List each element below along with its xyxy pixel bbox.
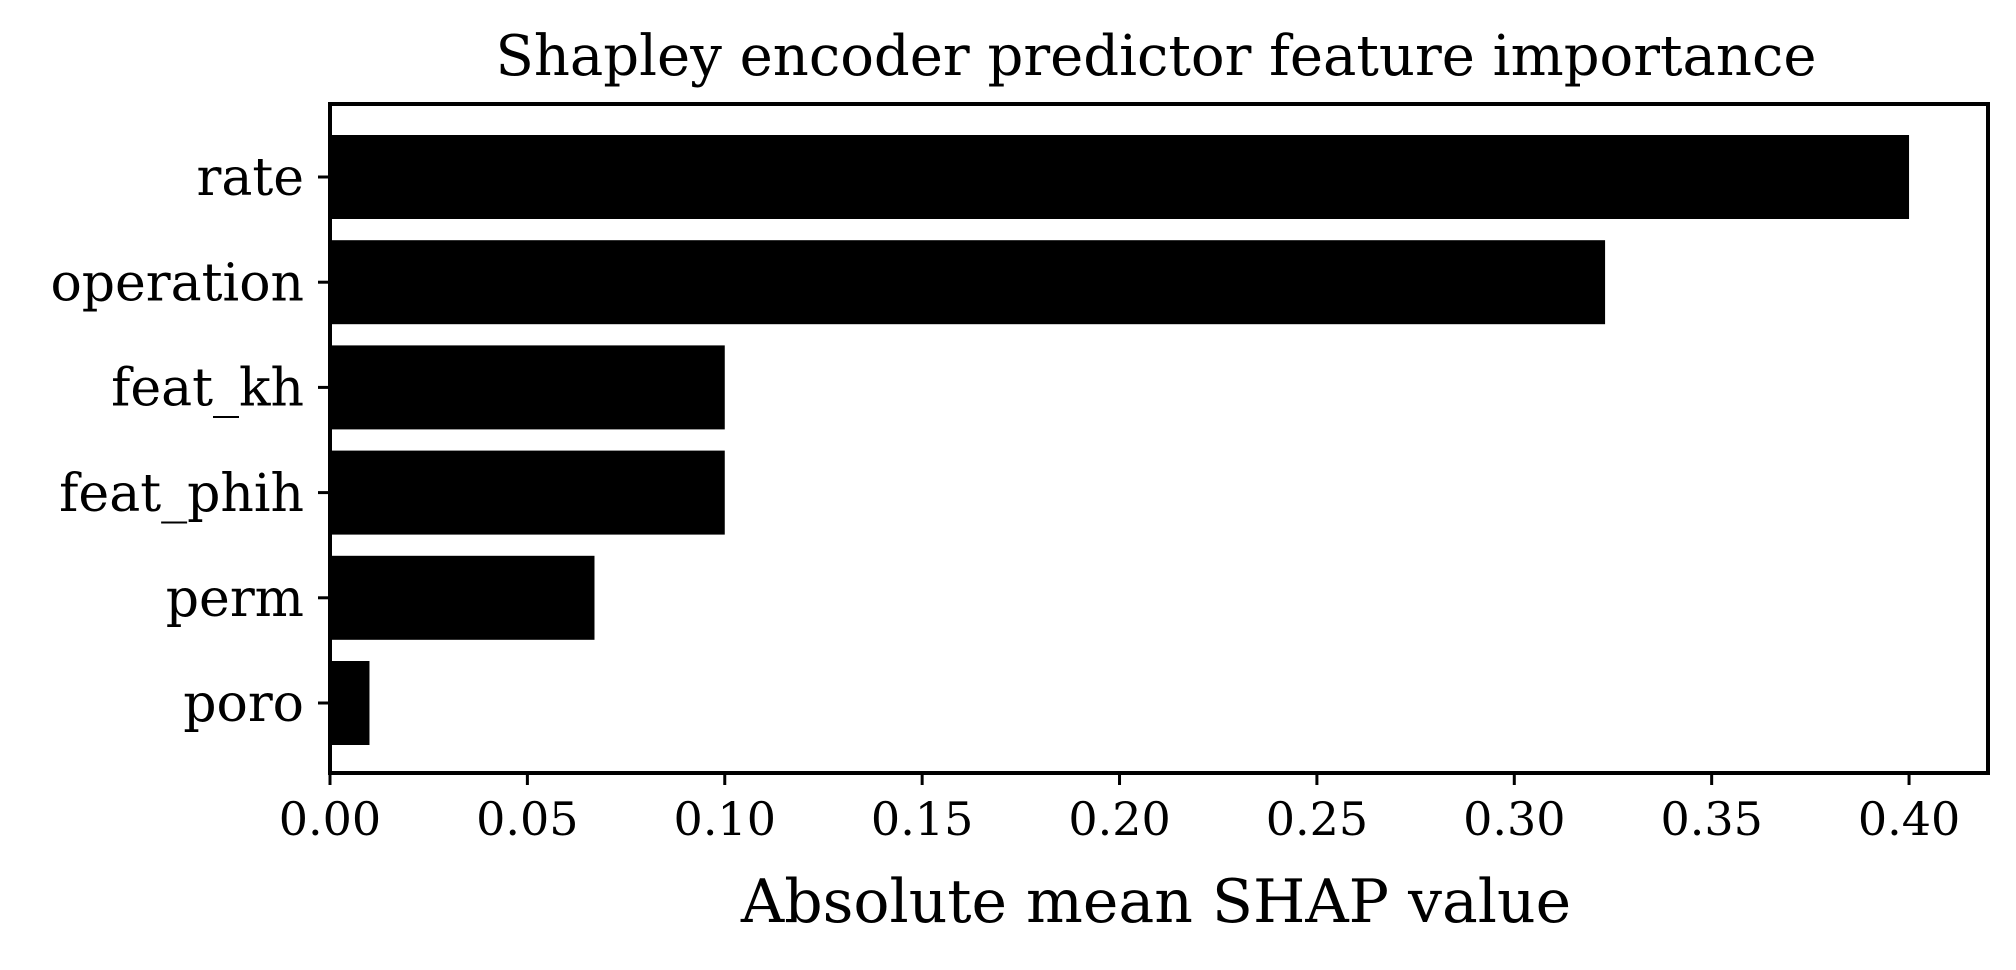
- x-axis-label: Absolute mean SHAP value: [740, 867, 1571, 937]
- x-tick-label: 0.30: [1463, 792, 1565, 846]
- plot-frame: [328, 102, 1990, 775]
- y-tick-label: feat_kh: [111, 359, 304, 419]
- y-tick-label: perm: [166, 569, 304, 629]
- y-tick-label: feat_phih: [59, 464, 304, 524]
- bar-feat-phih: [330, 450, 725, 535]
- y-tick-label: poro: [183, 674, 304, 734]
- bars-layer: [330, 135, 1910, 745]
- x-tick-label: 0.10: [674, 792, 776, 846]
- y-tick-label: rate: [196, 148, 304, 208]
- bar-rate: [330, 135, 1910, 219]
- bar-feat-kh: [330, 345, 725, 430]
- x-tick-label: 0.15: [871, 792, 973, 846]
- bar-perm: [330, 555, 595, 640]
- y-tick-label: operation: [50, 253, 304, 313]
- bar-operation: [330, 240, 1606, 325]
- x-tick-label: 0.35: [1660, 792, 1762, 846]
- x-tick-label: 0.05: [476, 792, 578, 846]
- bar-poro: [330, 661, 370, 745]
- chart-title: Shapley encoder predictor feature import…: [495, 24, 1816, 89]
- x-tick-label: 0.20: [1068, 792, 1170, 846]
- x-tick-label: 0.00: [279, 792, 381, 846]
- x-tick-label: 0.40: [1858, 792, 1960, 846]
- x-tick-label: 0.25: [1266, 792, 1368, 846]
- x-axis-ticks: 0.00 0.05 0.10 0.15 0.20 0.25 0.30 0.35 0.40: [279, 773, 1960, 846]
